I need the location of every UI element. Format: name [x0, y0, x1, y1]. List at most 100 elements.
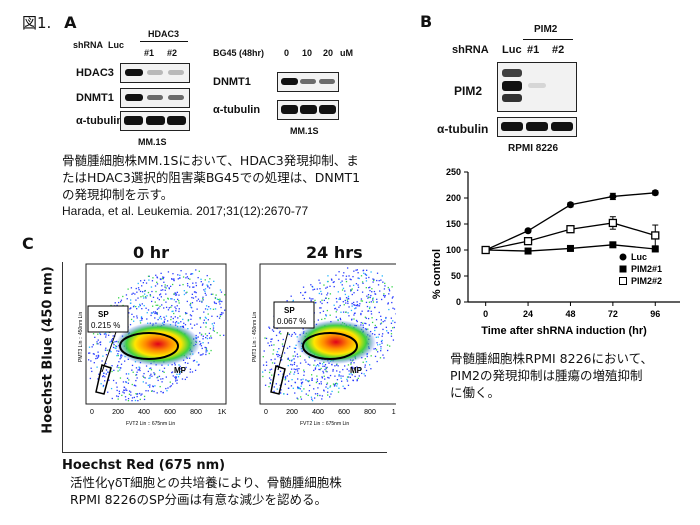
flow-tick-label: 200	[112, 409, 124, 416]
mp-label-0hr: MP	[174, 366, 187, 375]
data-point	[524, 227, 532, 235]
chart-xlabel: Time after shRNA induction (hr)	[481, 325, 647, 337]
flow-ylabel: Hoechst Blue (450 nm)	[40, 266, 56, 434]
flow-tick-label: 400	[312, 409, 324, 416]
group-hdac3: HDAC3	[148, 29, 180, 39]
row-tubulin: α-tubulin	[76, 115, 124, 127]
treatment-label: BG45 (48hr)	[213, 48, 265, 58]
flow-tick-label: 600	[338, 409, 350, 416]
data-point	[481, 245, 490, 255]
dose-20: 20	[323, 48, 334, 58]
row-dnmt1: DNMT1	[76, 92, 114, 104]
citation: Harada, et al. Leukemia. 2017;31(12):267…	[62, 204, 309, 218]
data-point	[609, 192, 617, 200]
legend-label: Luc	[631, 252, 647, 262]
caption-b-line2: PIM2の発現抑制は腫瘍の増殖抑制	[450, 368, 643, 383]
blot-tubulin	[120, 111, 190, 131]
x-tick-label: 24	[523, 309, 533, 319]
flow-tick-label: 0	[90, 409, 94, 416]
group-line-b	[523, 39, 573, 40]
flow-tick-label: 800	[190, 409, 202, 416]
figure-number: 図1.	[22, 14, 52, 32]
caption-a-line2: たはHDAC3選択的阻害薬BG45での処理は、DNMT1	[62, 170, 361, 185]
caption-a-line1: 骨髄腫細胞株MM.1Sにおいて、HDAC3発現抑制、ま	[62, 153, 359, 168]
legend-marker	[619, 265, 627, 273]
dose-0: 0	[284, 48, 290, 58]
data-point	[651, 245, 659, 253]
series-luc	[482, 189, 659, 254]
lane-1-b: #1	[527, 44, 540, 56]
data-point	[523, 237, 533, 246]
figure-title: 図1. A	[22, 12, 76, 33]
data-point	[651, 189, 659, 197]
caption-b-line1: 骨髄腫細胞株RPMI 8226において、	[450, 351, 653, 366]
shrna-label-b: shRNA	[452, 44, 489, 56]
inner-ylabel-0hr: PMT3 Lin :: 450nm Lin	[78, 311, 84, 362]
flow-ticks-24hrs: 0 200 400 600 800 1K	[264, 409, 396, 416]
flow-tick-label: 0	[264, 409, 268, 416]
group-line	[140, 41, 188, 42]
chart-ylabel: % control	[431, 249, 443, 299]
flow-ticks-0hr: 0 200 400 600 800 1K	[90, 409, 227, 416]
panel-a-caption: 骨髄腫細胞株MM.1Sにおいて、HDAC3発現抑制、ま たはHDAC3選択的阻害…	[62, 152, 392, 220]
blot-pim2	[497, 62, 577, 112]
blot-dnmt1	[120, 88, 190, 108]
legend-label: PIM2#1	[631, 264, 662, 274]
flow-plot-0hr: SP 0.215 % MP PMT3 Lin :: 450nm Lin FVT2…	[78, 263, 227, 427]
sp-value-24hrs: 0.067 %	[277, 317, 306, 326]
blot-dnmt1-bg45	[277, 72, 339, 92]
legend-label: PIM2#2	[631, 276, 662, 286]
inner-ylabel-24hrs: PMT3 Lin :: 450nm Lin	[252, 311, 258, 362]
x-tick-label: 96	[650, 309, 660, 319]
chart-axes	[467, 172, 680, 303]
y-tick-label: 100	[446, 245, 461, 255]
panel-c-caption: 活性化γδT細胞との共培養により、骨髄腫細胞株 RPMI 8226のSP分画は有…	[70, 474, 410, 508]
row-tubulin-b: α-tubulin	[437, 122, 489, 136]
flow-x-axis-line	[62, 452, 387, 453]
flow-plot-24hrs: SP 0.067 % MP PMT3 Lin :: 450nm Lin FVT2…	[252, 263, 396, 427]
y-tick-label: 0	[456, 297, 461, 307]
plot1-title: 0 hr	[133, 243, 169, 262]
cell-line-b: RPMI 8226	[508, 143, 559, 154]
chart-series	[481, 189, 660, 255]
lane-luc-b: Luc	[502, 44, 522, 56]
caption-c-line2: RPMI 8226のSP分画は有意な減少を認める。	[70, 492, 327, 507]
plot2-title: 24 hrs	[306, 243, 363, 262]
cell-line-left: MM.1S	[138, 137, 167, 147]
shrna-label: shRNA	[73, 40, 104, 50]
row-pim2: PIM2	[454, 84, 483, 98]
flow-tick-label: 800	[364, 409, 376, 416]
data-point	[608, 218, 618, 228]
inner-xlabel-0hr: FVT2 Lin :: 675nm Lin	[126, 421, 175, 427]
caption-a-line3: の発現抑制を示す。	[62, 187, 174, 202]
mp-label-24hrs: MP	[350, 366, 363, 375]
flow-plots: SP 0.215 % MP PMT3 Lin :: 450nm Lin FVT2…	[78, 263, 396, 427]
x-tick-label: 48	[565, 309, 575, 319]
legend-marker	[619, 277, 627, 285]
panel-a-letter: A	[64, 13, 77, 32]
dose-10: 10	[302, 48, 313, 58]
flow-tick-label: 1K	[218, 409, 227, 416]
y-tick-label: 150	[446, 219, 461, 229]
sp-label-24hrs: SP	[284, 306, 295, 315]
blot-hdac3	[120, 63, 190, 83]
inner-xlabel-24hrs: FVT2 Lin :: 675nm Lin	[300, 421, 349, 427]
x-tick-label: 72	[608, 309, 618, 319]
y-tick-label: 250	[446, 167, 461, 177]
flow-y-axis-line	[62, 262, 63, 452]
flow-xlabel: Hoechst Red (675 nm)	[62, 458, 226, 473]
data-point	[609, 241, 617, 249]
row-tubulin-right: α-tubulin	[213, 104, 261, 116]
dose-unit: uM	[340, 48, 353, 58]
sp-label-0hr: SP	[98, 310, 109, 319]
legend-marker	[619, 253, 627, 261]
row-dnmt1-right: DNMT1	[213, 76, 251, 88]
flow-tick-label: 1K	[392, 409, 396, 416]
lane-1: #1	[144, 48, 155, 58]
flow-tick-label: 600	[164, 409, 176, 416]
blot-tubulin-pim2	[497, 117, 577, 137]
blot-tubulin-bg45	[277, 100, 339, 120]
series-pim22	[481, 216, 660, 255]
x-tick-label: 0	[483, 309, 488, 319]
chart-legend: Luc PIM2#1 PIM2#2	[619, 252, 662, 286]
